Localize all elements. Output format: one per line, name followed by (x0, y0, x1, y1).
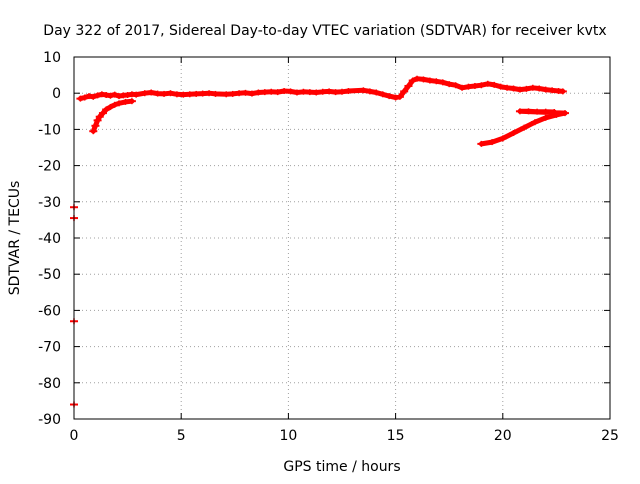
x-tick-label: 25 (601, 428, 619, 444)
y-tick-label: -50 (38, 267, 61, 283)
y-tick-label: 10 (43, 50, 61, 66)
x-tick-label: 5 (177, 428, 186, 444)
x-tick-label: 15 (387, 428, 405, 444)
y-tick-label: -60 (38, 303, 61, 319)
data-layer (70, 75, 569, 408)
y-tick-label: -10 (38, 122, 61, 138)
grid-layer (74, 57, 610, 419)
y-axis-label: SDTVAR / TECUs (7, 181, 23, 296)
x-tick-label: 0 (70, 428, 79, 444)
tick-layer: 0 5 10 15 20 25 10 0 -10 -20 -30 -40 -50 -60 -70 -80 -90 (38, 50, 619, 444)
y-tick-label: -90 (38, 412, 61, 428)
y-tick-label: -30 (38, 195, 61, 211)
y-tick-label: -20 (38, 159, 61, 175)
y-tick-label: 0 (52, 86, 61, 102)
chart-title: Day 322 of 2017, Sidereal Day-to-day VTE… (43, 23, 606, 39)
y-tick-label: -80 (38, 376, 61, 392)
x-tick-label: 10 (279, 428, 297, 444)
y-tick-label: -70 (38, 340, 61, 356)
y-tick-label: -40 (38, 231, 61, 247)
x-axis-label: GPS time / hours (283, 459, 400, 475)
x-tick-label: 20 (494, 428, 512, 444)
